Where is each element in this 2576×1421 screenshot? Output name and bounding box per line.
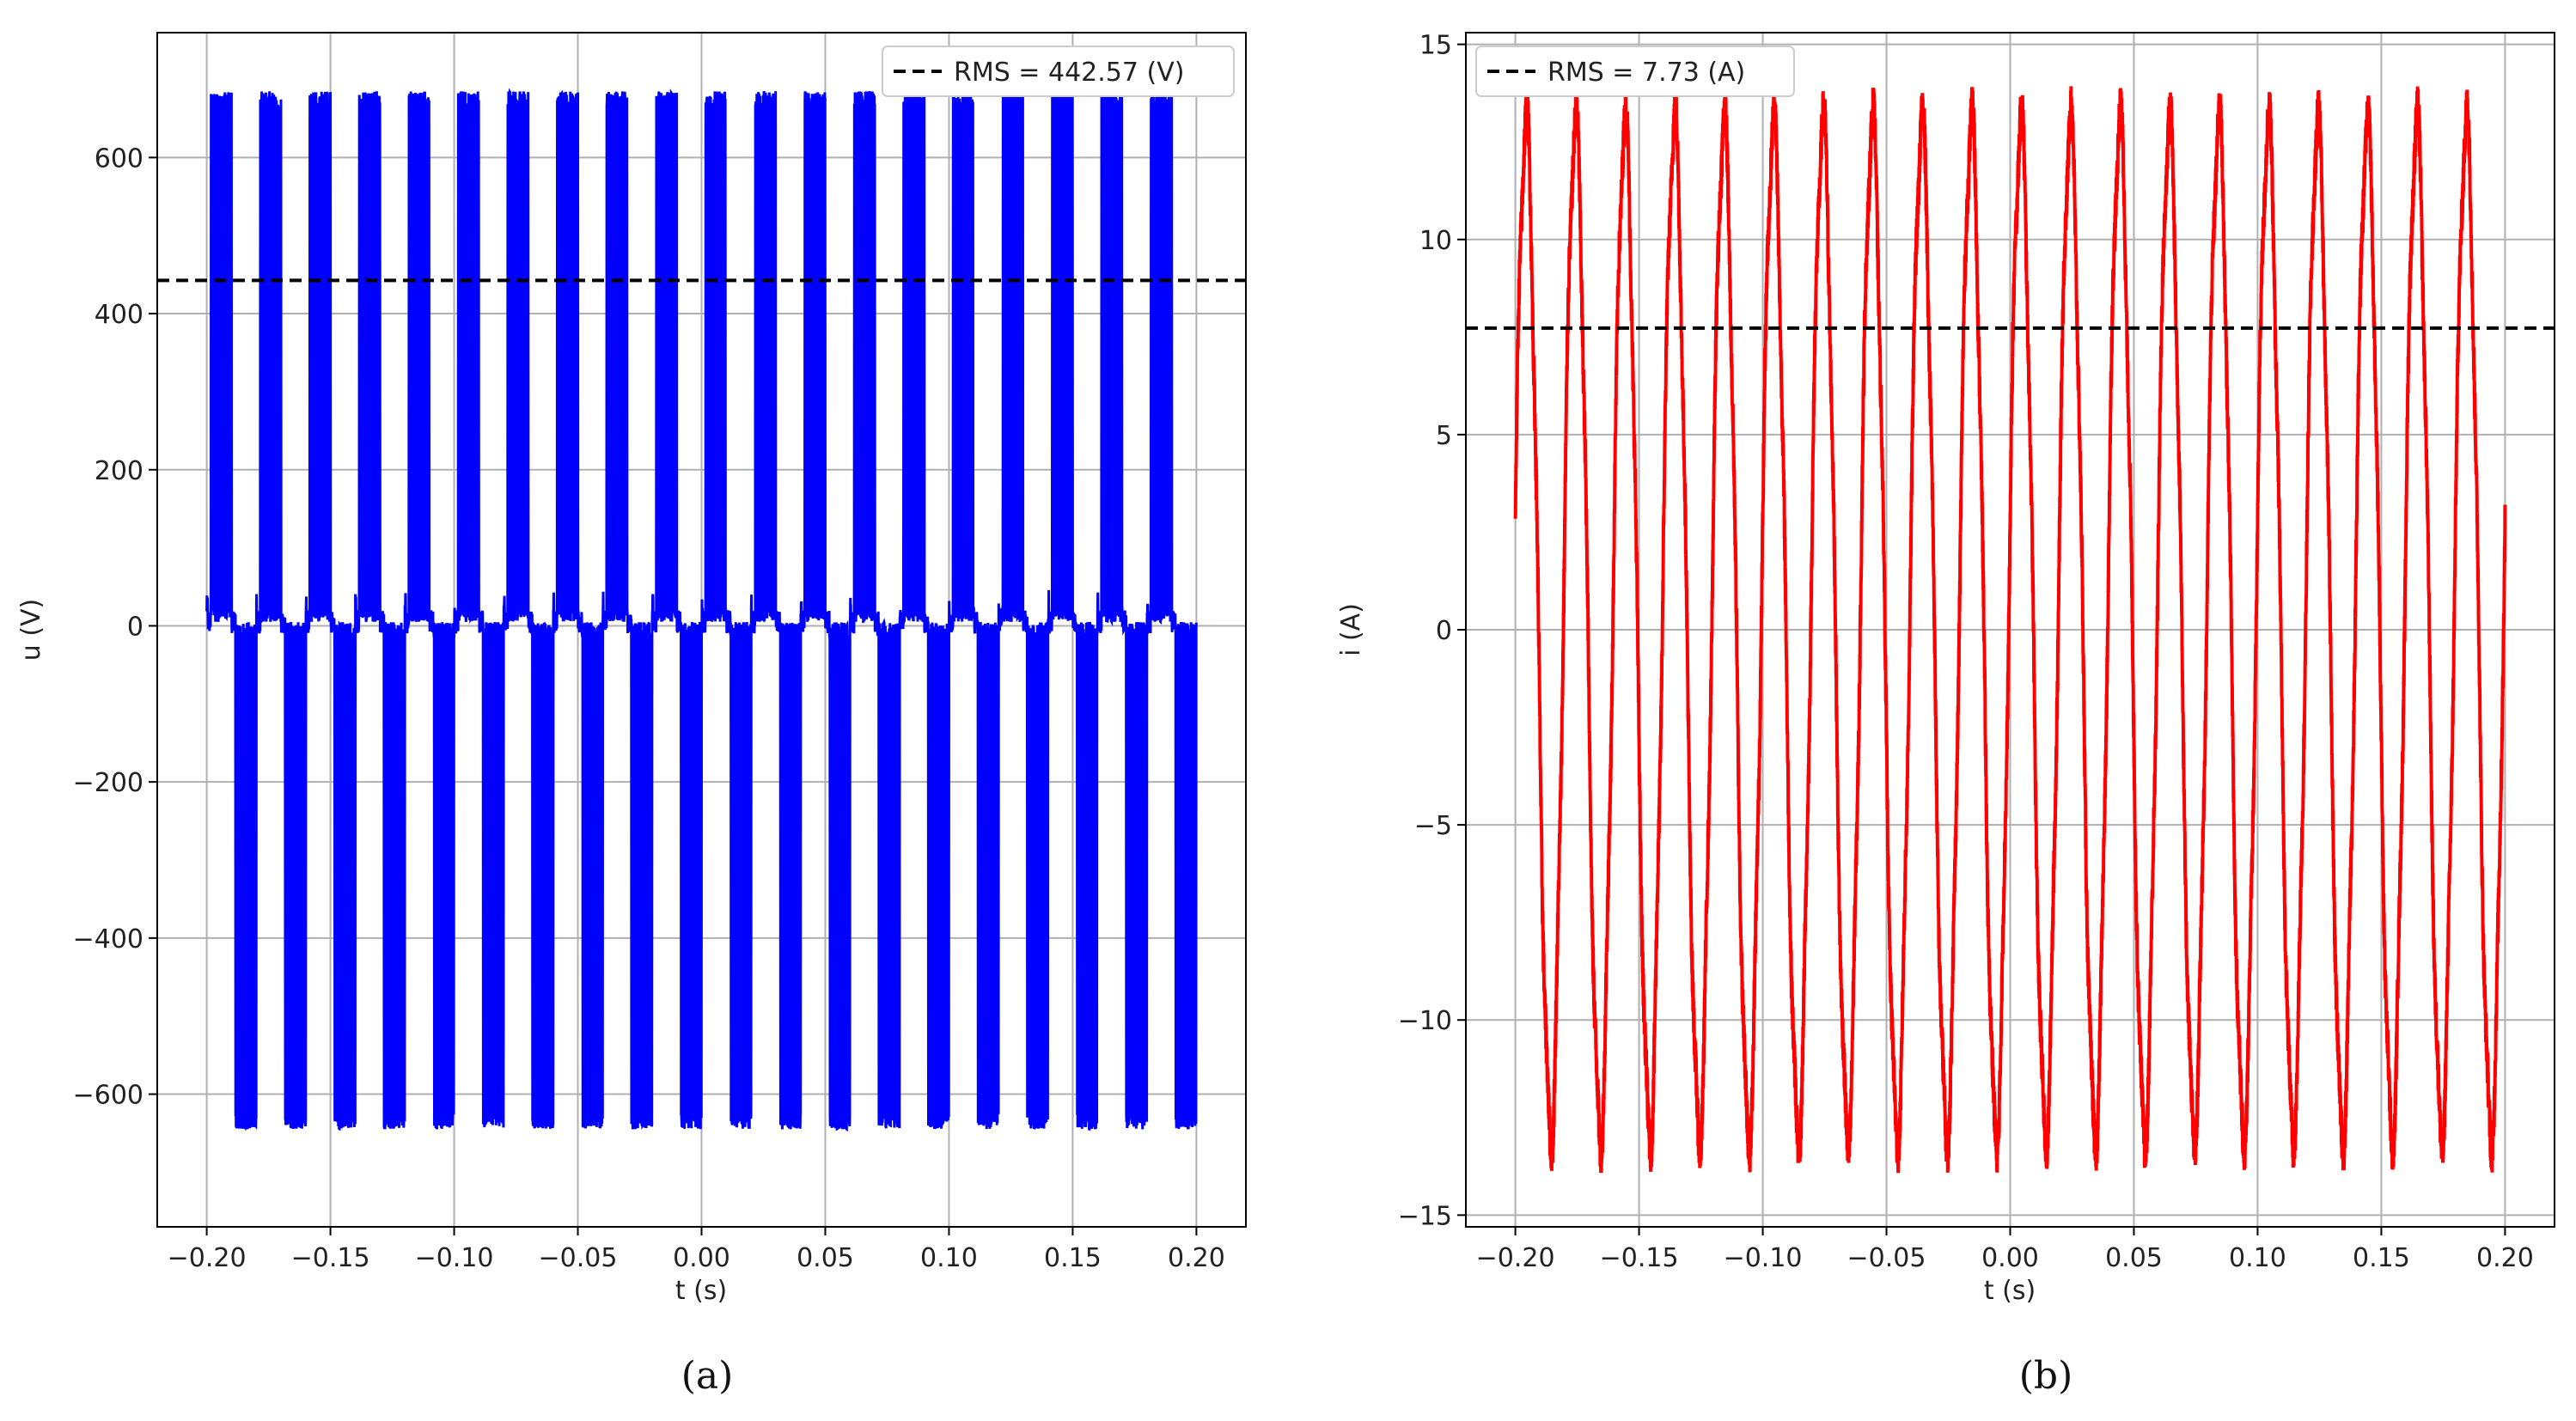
- x-tick-label: −0.10: [415, 1243, 494, 1273]
- y-tick-label: 10: [1419, 226, 1452, 256]
- x-tick-label: 0.05: [797, 1243, 854, 1273]
- x-tick-label: 0.15: [1044, 1243, 1102, 1273]
- x-tick-label: 0.10: [2229, 1243, 2286, 1273]
- y-axis-label: i (A): [1336, 603, 1366, 656]
- y-tick-label: −200: [73, 768, 143, 798]
- x-axis-label: t (s): [1984, 1276, 2036, 1306]
- y-tick-label: 15: [1419, 31, 1452, 61]
- legend-label: RMS = 442.57 (V): [954, 58, 1184, 88]
- y-tick-label: −5: [1414, 811, 1452, 841]
- y-tick-label: −400: [73, 924, 143, 954]
- series-current: [1513, 86, 2507, 1174]
- x-tick-label: 0.10: [920, 1243, 978, 1273]
- x-tick-label: 0.15: [2353, 1243, 2410, 1273]
- series-voltage: [205, 88, 1198, 1132]
- voltage-trace: [205, 88, 1198, 1132]
- x-tick-label: −0.05: [539, 1243, 618, 1273]
- y-tick-label: −15: [1398, 1201, 1452, 1231]
- y-tick-label: 200: [95, 456, 143, 486]
- x-tick-label: −0.20: [1476, 1243, 1555, 1273]
- y-tick-label: 5: [1436, 421, 1452, 451]
- x-tick-label: −0.20: [168, 1243, 247, 1273]
- current-trace: [1513, 86, 2507, 1174]
- y-tick-label: 600: [95, 143, 143, 174]
- x-tick-label: −0.10: [1724, 1243, 1803, 1273]
- x-tick-label: −0.05: [1847, 1243, 1926, 1273]
- ticks: −0.20 −0.15 −0.10 −0.05 0.00 0.05 0.10 0.15 0.20…: [1398, 31, 2534, 1273]
- x-tick-label: 0.20: [1168, 1243, 1225, 1273]
- legend-box: [882, 46, 1235, 97]
- y-tick-label: −600: [73, 1081, 143, 1111]
- legend: RMS = 442.57 (V): [882, 46, 1235, 97]
- plot-frame: [1465, 32, 2555, 1228]
- x-axis-label: t (s): [675, 1276, 727, 1306]
- legend-box: [1475, 46, 1795, 97]
- caption-b: (b): [2019, 1354, 2073, 1398]
- x-tick-label: 0.00: [673, 1243, 730, 1273]
- plot-frame: [156, 32, 1247, 1228]
- ticks: −0.20 −0.15 −0.10 −0.05 0.00 0.05 0.10 0.15 0.20…: [73, 143, 1225, 1273]
- x-tick-label: 0.20: [2476, 1243, 2534, 1273]
- legend-label: RMS = 7.73 (A): [1547, 58, 1745, 88]
- x-tick-label: 0.00: [1981, 1243, 2039, 1273]
- y-tick-label: 0: [1436, 616, 1452, 646]
- panel-b: −0.20 −0.15 −0.10 −0.05 0.00 0.05 0.10 0.15 0.20…: [1336, 31, 2555, 1398]
- x-tick-label: −0.15: [291, 1243, 370, 1273]
- y-tick-label: −10: [1398, 1006, 1452, 1036]
- y-tick-label: 0: [127, 612, 143, 642]
- caption-a: (a): [681, 1354, 734, 1398]
- x-tick-label: −0.15: [1600, 1243, 1679, 1273]
- panel-a: −0.20 −0.15 −0.10 −0.05 0.00 0.05 0.10 0.15 0.20…: [16, 32, 1247, 1398]
- y-tick-label: 400: [95, 300, 143, 330]
- legend: RMS = 7.73 (A): [1475, 46, 1795, 97]
- y-axis-label: u (V): [16, 599, 46, 661]
- x-tick-label: 0.05: [2105, 1243, 2163, 1273]
